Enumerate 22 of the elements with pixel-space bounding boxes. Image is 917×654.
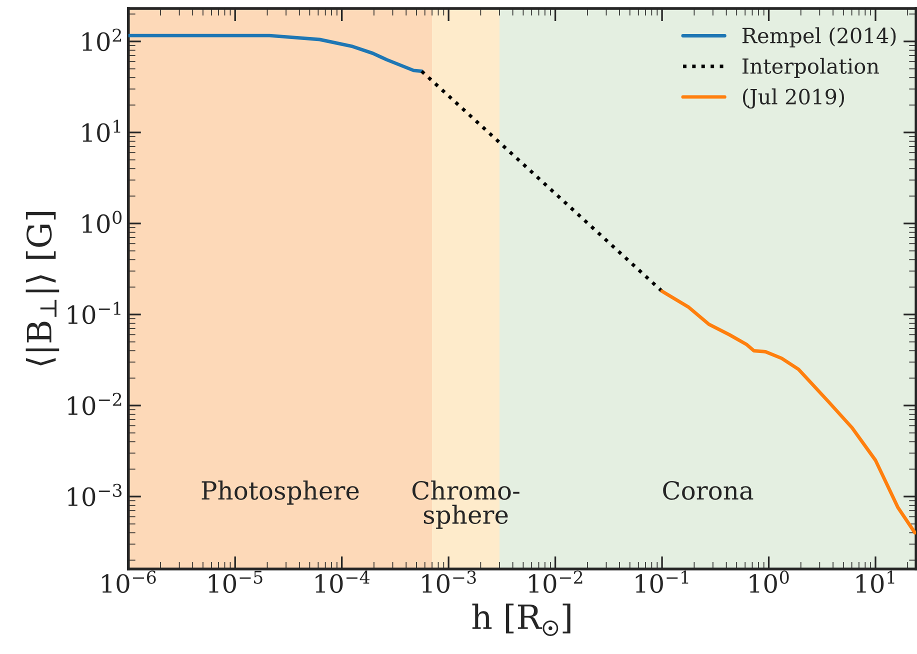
x-tick-label: 10$^{−4}$ <box>316 570 370 594</box>
y-axis-title: ⟨|B$_{⊥}$|⟩ [G] <box>26 212 60 366</box>
x-tick-label: 10$^{−2}$ <box>529 570 582 594</box>
x-tick-label: 10$^{−6}$ <box>102 570 156 594</box>
y-tick-label: 10$^{2}$ <box>82 28 121 52</box>
band-label: Corona <box>663 480 754 500</box>
x-tick-label: 10$^{1}$ <box>856 570 894 594</box>
x-tick-label: 10$^{0}$ <box>750 570 789 594</box>
x-axis-title: h [R$_{☉}$] <box>472 604 570 636</box>
x-tick-label: 10$^{−5}$ <box>208 570 262 594</box>
x-tick-label: 10$^{−1}$ <box>636 570 688 594</box>
band-label: Chromo- sphere <box>412 480 520 529</box>
legend-label: Interpolation <box>742 58 880 78</box>
y-tick-label: 10$^{0}$ <box>82 210 122 234</box>
x-tick-label: 10$^{−3}$ <box>422 570 476 594</box>
y-tick-label: 10$^{1}$ <box>82 120 120 142</box>
y-tick-label: 10$^{−3}$ <box>68 484 122 506</box>
legend-label: (Jul 2019) <box>742 88 844 109</box>
y-tick-label: 10$^{−2}$ <box>68 392 122 416</box>
band-label: Photosphere <box>202 480 359 505</box>
legend-label: Rempel (2014) <box>742 27 896 48</box>
y-tick-label: 10$^{−1}$ <box>68 302 120 324</box>
